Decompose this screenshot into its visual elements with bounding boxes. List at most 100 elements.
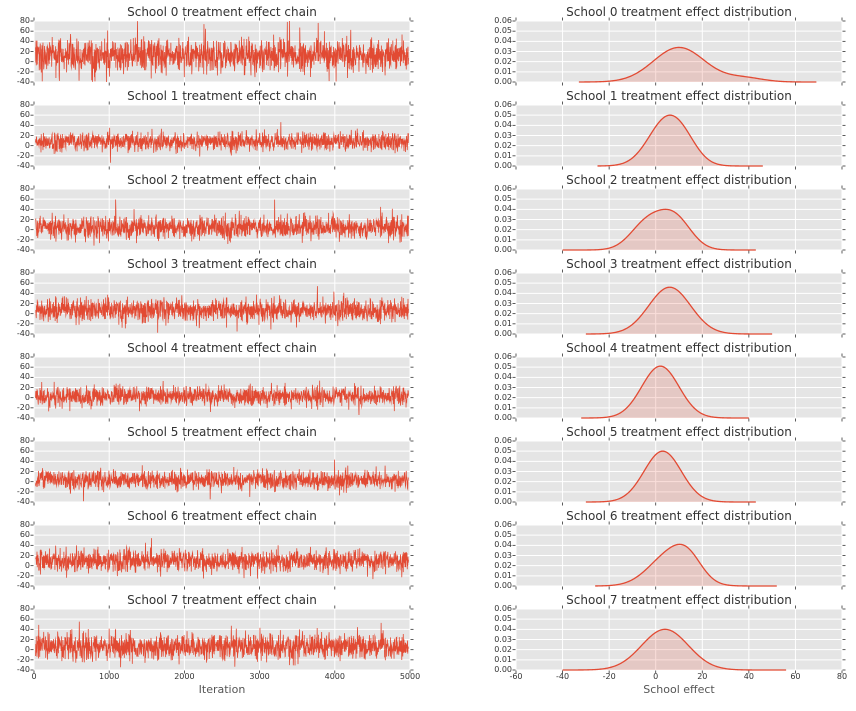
- y-tick-label: 60: [19, 278, 30, 288]
- y-tick-label: 80: [19, 520, 30, 529]
- y-tick-label: 0.03: [494, 214, 512, 224]
- dist-plot-area-1: 0.06 0.05 0.04 0.03 0.02 0.01 0.00: [494, 101, 846, 170]
- chain-plot-canvas-2: [30, 185, 414, 254]
- chain-plot-canvas-7: [30, 605, 414, 674]
- x-tick-label: 40: [743, 672, 754, 681]
- y-tick-label: 0.00: [494, 497, 512, 506]
- y-tick-label: 60: [19, 110, 30, 120]
- y-tick-label: 0.02: [494, 308, 512, 318]
- subplot-grid: School 0 treatment effect chain 80 60 40 20 0…: [0, 5, 856, 697]
- y-tick-label: 20: [19, 214, 30, 224]
- y-tick-label: 80: [19, 16, 30, 25]
- y-tick-label: 0.01: [494, 402, 512, 412]
- y-tick-label: -40: [16, 665, 30, 674]
- dist-plot-title: School 6 treatment effect distribution: [566, 509, 792, 523]
- chain-subplot-4: School 4 treatment effect chain 80 60 40 20 0…: [0, 341, 470, 422]
- y-tick-label: 20: [19, 298, 30, 308]
- chain-subplot-2: School 2 treatment effect chain 80 60 40 20 0…: [0, 173, 470, 254]
- chain-x-axis-label: Iteration: [198, 683, 246, 696]
- dist-plot-canvas-5: [512, 437, 846, 506]
- y-tick-label: -40: [16, 245, 30, 254]
- y-tick-label: 0: [24, 308, 30, 318]
- y-tick-label: 60: [19, 362, 30, 372]
- y-tick-label: 60: [19, 446, 30, 456]
- y-tick-label: 0.01: [494, 654, 512, 664]
- y-tick-label: -40: [16, 581, 30, 590]
- dist-plot-title: School 5 treatment effect distribution: [566, 425, 792, 439]
- y-tick-label: 0.05: [494, 110, 512, 120]
- y-tick-label: -20: [16, 654, 30, 664]
- chain-plot-canvas-0: [30, 17, 414, 86]
- chain-plot-area-1: 80 60 40 20 0 -20 -40: [17, 101, 414, 170]
- dist-subplot-5: School 5 treatment effect distribution 0.…: [470, 425, 856, 506]
- y-tick-label: 0.04: [494, 624, 512, 634]
- y-tick-label: 0.06: [494, 184, 512, 193]
- subplot-row-2: School 2 treatment effect chain 80 60 40 20 0…: [0, 173, 856, 254]
- x-tick-label: 0: [653, 672, 659, 681]
- x-tick-label: -40: [556, 672, 570, 681]
- y-tick-label: 20: [19, 634, 30, 644]
- y-tick-label: -40: [16, 77, 30, 86]
- y-tick-label: 0.05: [494, 194, 512, 204]
- y-tick-label: 40: [19, 372, 30, 382]
- y-tick-label: 0.00: [494, 161, 512, 170]
- y-tick-label: 0: [24, 392, 30, 402]
- subplot-row-7: School 7 treatment effect chain 80 60 40 20 0…: [0, 593, 856, 697]
- dist-plot-area-2: 0.06 0.05 0.04 0.03 0.02 0.01 0.00: [494, 185, 846, 254]
- y-tick-label: 80: [19, 184, 30, 193]
- y-tick-label: 0.01: [494, 234, 512, 244]
- y-tick-label: 0.05: [494, 446, 512, 456]
- subplot-row-6: School 6 treatment effect chain 80 60 40 20 0…: [0, 509, 856, 590]
- dist-plot-canvas-3: [512, 269, 846, 338]
- y-tick-label: 0.06: [494, 16, 512, 25]
- chain-plot-canvas-1: [30, 101, 414, 170]
- y-tick-label: -20: [16, 234, 30, 244]
- y-tick-label: 40: [19, 540, 30, 550]
- y-tick-label: 0: [24, 476, 30, 486]
- y-tick-label: 0.05: [494, 278, 512, 288]
- chain-subplot-0: School 0 treatment effect chain 80 60 40 20 0…: [0, 5, 470, 86]
- dist-plot-title: School 1 treatment effect distribution: [566, 89, 792, 103]
- y-tick-label: 20: [19, 550, 30, 560]
- dist-subplot-7: School 7 treatment effect distribution 0.…: [470, 593, 856, 697]
- x-tick-label: 1000: [99, 672, 120, 681]
- y-tick-label: 0.00: [494, 665, 512, 674]
- dist-plot-area-7: 0.06 0.05 0.04 0.03 0.02 0.01 0.00 -60 -40 -20 0 20…: [494, 605, 847, 681]
- y-tick-label: 0.06: [494, 100, 512, 109]
- y-tick-label: 0.05: [494, 362, 512, 372]
- chain-plot-area-2: 80 60 40 20 0 -20 -40: [17, 185, 414, 254]
- chain-plot-area-5: 80 60 40 20 0 -20 -40: [17, 437, 414, 506]
- y-tick-label: 0.02: [494, 560, 512, 570]
- y-tick-label: 40: [19, 120, 30, 130]
- chain-plot-title: School 7 treatment effect chain: [127, 593, 317, 607]
- y-tick-label: -20: [16, 66, 30, 76]
- y-tick-label: -20: [16, 402, 30, 412]
- y-tick-label: 60: [19, 614, 30, 624]
- dist-plot-area-3: 0.06 0.05 0.04 0.03 0.02 0.01 0.00: [494, 269, 846, 338]
- chain-subplot-3: School 3 treatment effect chain 80 60 40 20 0…: [0, 257, 470, 338]
- dist-plot-canvas-1: [512, 101, 846, 170]
- y-tick-label: 40: [19, 204, 30, 214]
- chain-plot-area-7: 80 60 40 20 0 -20 -40 0 1000 2000 3000 4000 5000: [17, 605, 420, 681]
- chain-subplot-6: School 6 treatment effect chain 80 60 40 20 0…: [0, 509, 470, 590]
- subplot-row-4: School 4 treatment effect chain 80 60 40 20 0…: [0, 341, 856, 422]
- subplot-row-5: School 5 treatment effect chain 80 60 40 20 0…: [0, 425, 856, 506]
- dist-plot-title: School 3 treatment effect distribution: [566, 257, 792, 271]
- y-tick-label: 20: [19, 466, 30, 476]
- y-tick-label: 0.06: [494, 436, 512, 445]
- dist-plot-canvas-2: [512, 185, 846, 254]
- y-tick-label: 0.03: [494, 466, 512, 476]
- y-tick-label: 0.02: [494, 392, 512, 402]
- y-tick-label: 0.00: [494, 581, 512, 590]
- y-tick-label: 0.03: [494, 130, 512, 140]
- y-tick-label: 60: [19, 530, 30, 540]
- y-tick-label: 0.04: [494, 288, 512, 298]
- subplot-row-1: School 1 treatment effect chain 80 60 40 20 0…: [0, 89, 856, 170]
- dist-plot-canvas-7: [512, 605, 846, 674]
- dist-plot-canvas-4: [512, 353, 846, 422]
- chain-plot-canvas-6: [30, 521, 414, 590]
- chain-plot-title: School 3 treatment effect chain: [127, 257, 317, 271]
- x-tick-label: 2000: [174, 672, 195, 681]
- x-tick-label: 5000: [399, 672, 421, 681]
